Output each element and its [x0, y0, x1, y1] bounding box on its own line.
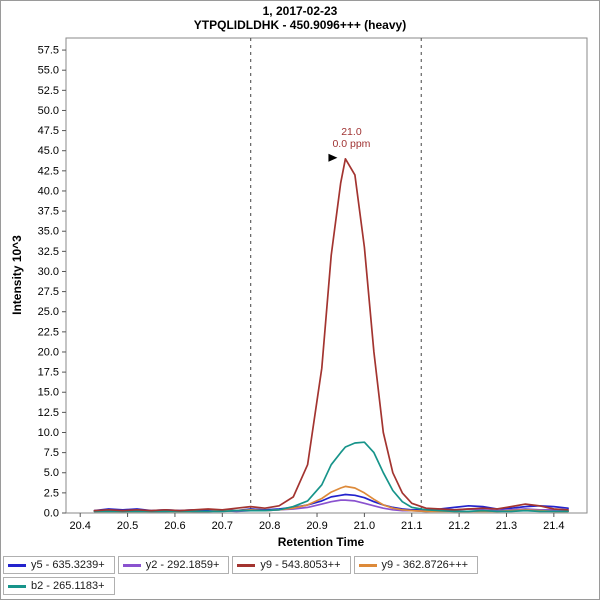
chart-subtitle: YTPQLIDLDHK - 450.9096+++ (heavy)	[193, 18, 407, 32]
y-tick-label: 37.5	[38, 206, 59, 218]
y-tick-label: 57.5	[38, 45, 59, 57]
legend-item: y5 - 635.3239+	[3, 556, 115, 574]
trace-y9 - 543.8053++[interactable]	[93, 157, 569, 512]
y-tick-label: 22.5	[38, 326, 59, 338]
y-tick-label: 40.0	[38, 185, 59, 197]
y-tick-label: 25.0	[38, 306, 59, 318]
y-tick-label: 0.0	[44, 508, 59, 520]
y-tick-label: 45.0	[38, 145, 59, 157]
x-tick-label: 20.9	[306, 520, 327, 532]
x-tick-label: 21.3	[496, 520, 517, 532]
x-axis-label: Retention Time	[277, 535, 365, 549]
y-tick-label: 12.5	[38, 407, 59, 419]
y-tick-label: 55.0	[38, 65, 59, 77]
x-tick-label: 20.7	[212, 520, 233, 532]
peak-rt-annotation: 21.0	[341, 126, 362, 138]
y-tick-label: 17.5	[38, 367, 59, 379]
legend-line-sample	[358, 563, 377, 567]
plot-frame	[65, 37, 588, 514]
legend-item-label: y2 - 292.1859+	[145, 559, 220, 571]
y-tick-label: 42.5	[38, 165, 59, 177]
y-tick-label: 30.0	[38, 266, 59, 278]
peak-ppm-annotation: 0.0 ppm	[332, 138, 370, 150]
legend-item: y9 - 543.8053++	[232, 556, 351, 574]
x-tick-label: 20.5	[117, 520, 138, 532]
legend-item-label: y5 - 635.3239+	[31, 559, 105, 571]
y-tick-label: 2.5	[44, 487, 59, 499]
legend-row: y5 - 635.3239+ y2 - 292.1859+ y9 - 543.8…	[3, 556, 479, 574]
legend-item: y9 - 362.8726+++	[353, 556, 479, 574]
y-tick-label: 7.5	[44, 447, 59, 459]
x-tick-label: 20.8	[259, 520, 280, 532]
y-tick-label: 35.0	[38, 226, 59, 238]
legend: y5 - 635.3239+ y2 - 292.1859+ y9 - 543.8…	[3, 553, 479, 595]
peak-arrow-icon	[328, 153, 338, 162]
y-axis-label: Intensity 10^3	[10, 235, 24, 315]
legend-item: y2 - 292.1859+	[117, 556, 230, 574]
y-tick-label: 32.5	[38, 246, 59, 258]
y-tick-label: 5.0	[44, 467, 59, 479]
legend-line-sample	[8, 563, 26, 567]
x-tick-label: 20.4	[69, 520, 90, 532]
trace-b2 - 265.1183+[interactable]	[93, 441, 569, 513]
legend-line-sample	[122, 563, 141, 567]
y-tick-label: 15.0	[38, 387, 59, 399]
x-tick-label: 21.1	[401, 520, 422, 532]
y-tick-label: 27.5	[38, 286, 59, 298]
legend-row: b2 - 265.1183+	[3, 577, 478, 595]
y-tick-label: 50.0	[38, 105, 59, 117]
x-tick-label: 21.2	[448, 520, 469, 532]
legend-line-sample	[237, 563, 256, 567]
chromatogram-plot[interactable]: 0.0 2.5 5.0 7.5 10.0 12.5 15.0 17.5 20.0 22.5 25.0…	[1, 32, 600, 534]
legend-item-label: b2 - 265.1183+	[31, 580, 105, 592]
legend-item: b2 - 265.1183+	[3, 577, 115, 595]
x-tick-label: 21.0	[354, 520, 375, 532]
legend-item-label: y9 - 362.8726+++	[381, 559, 469, 571]
legend-item-label: y9 - 543.8053++	[260, 559, 341, 571]
x-tick-label: 20.6	[164, 520, 185, 532]
y-tick-label: 47.5	[38, 125, 59, 137]
plot-area: 0.0 2.5 5.0 7.5 10.0 12.5 15.0 17.5 20.0 22.5 25.0…	[1, 32, 599, 539]
y-tick-label: 20.0	[38, 346, 59, 358]
x-tick-label: 21.4	[543, 520, 564, 532]
legend-line-sample	[8, 584, 26, 588]
y-tick-label: 52.5	[38, 85, 59, 97]
chart-title: 1, 2017-02-23	[262, 4, 338, 18]
y-tick-label: 10.0	[38, 427, 59, 439]
